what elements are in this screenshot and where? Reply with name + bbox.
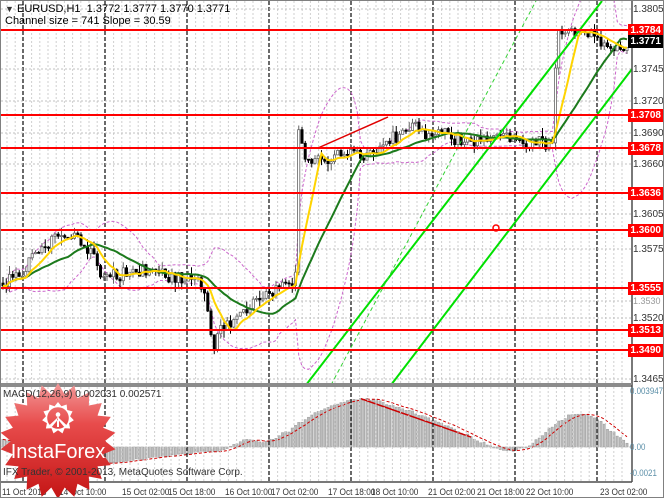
svg-text:InstaForex: InstaForex bbox=[11, 441, 105, 463]
